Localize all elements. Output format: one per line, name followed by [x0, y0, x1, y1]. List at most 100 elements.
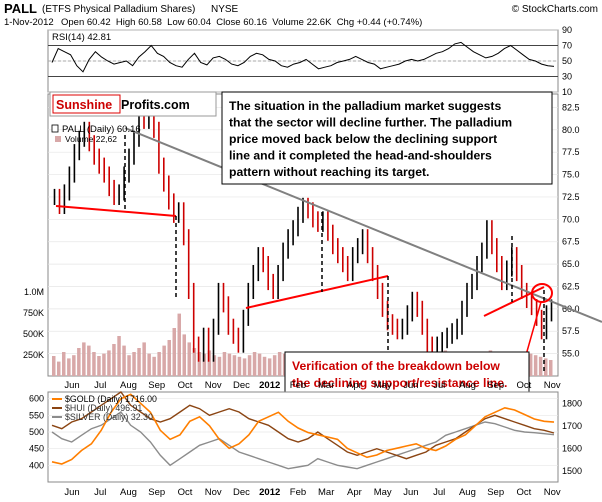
- legend-entry: $HUI (Daily) 496.91: [65, 403, 142, 413]
- x-tick-label: Feb: [290, 380, 306, 391]
- comparison-right-axis: 1800 1700 1600 1500: [562, 398, 582, 476]
- neckline-middle: [245, 275, 389, 309]
- volume-bar: [277, 352, 282, 376]
- volume-bar: [187, 342, 191, 376]
- rsi-title: RSI(14) 42.81: [52, 32, 111, 43]
- volume-bar: [267, 358, 272, 376]
- x-tick-label: Dec: [233, 487, 250, 498]
- volume-bar: [222, 352, 227, 376]
- volume-bar: [544, 358, 548, 376]
- rsi-tick-label: 50: [562, 56, 572, 66]
- x-tick-label: 2012: [259, 380, 280, 391]
- volume-bar: [147, 353, 151, 376]
- rsi-tick-label: 90: [562, 25, 572, 35]
- volume-bar: [152, 356, 156, 376]
- left-tick-label: 500: [29, 427, 44, 437]
- price-tick-label: 82.5: [562, 102, 580, 112]
- analysis-line: line and it completed the head-and-shoul…: [229, 149, 492, 163]
- x-tick-label: Jun: [64, 380, 79, 391]
- silver-line: [51, 411, 555, 470]
- volume-bar: [52, 356, 56, 376]
- rsi-tick-label: 10: [562, 87, 572, 97]
- verification-line: the declining support/resistance line.: [292, 376, 507, 390]
- volume-bar: [62, 352, 66, 376]
- analysis-line: pattern without reaching its target.: [229, 165, 429, 179]
- x-tick-label: Oct: [178, 487, 193, 498]
- brand-sunshine: Sunshine: [56, 98, 112, 112]
- right-tick-label: 1500: [562, 466, 582, 476]
- volume-bar: [212, 355, 217, 376]
- x-tick-label: Jul: [94, 487, 106, 498]
- volume-bar: [132, 352, 136, 376]
- x-tick-label: Sep: [148, 487, 165, 498]
- volume-bar: [217, 356, 222, 376]
- price-tick-label: 70.0: [562, 214, 580, 224]
- price-tick-label: 77.5: [562, 147, 580, 157]
- x-tick-label: Jun: [64, 487, 79, 498]
- brand-highlight: [52, 94, 121, 114]
- left-tick-label: 450: [29, 444, 44, 454]
- volume-legend: Volume 22,62: [65, 134, 117, 144]
- rsi-tick-label: 30: [562, 72, 572, 82]
- neckline-left: [55, 205, 177, 217]
- price-tick-label: 67.5: [562, 237, 580, 247]
- price-tick-label: 72.5: [562, 192, 580, 202]
- x-tick-label: Aug: [459, 487, 476, 498]
- volume-bar: [72, 355, 76, 376]
- breakdown-circle: [531, 283, 553, 303]
- volume-tick-label: 500K: [23, 329, 44, 339]
- hui-line: [51, 391, 555, 460]
- right-tick-label: 1800: [562, 398, 582, 408]
- callout-pointer: [525, 301, 542, 356]
- volume-bar: [167, 340, 171, 376]
- volume-bar: [157, 352, 161, 376]
- x-tick-label: Sep: [148, 380, 165, 391]
- gold-line: [51, 393, 555, 465]
- x-tick-label: Nov: [205, 487, 222, 498]
- comparison-left-axis: 600 550 500 450 400: [29, 394, 44, 471]
- rsi-ticks: 90 70 50 30 10: [562, 25, 572, 97]
- x-tick-label: Oct: [517, 487, 532, 498]
- volume-bar: [252, 352, 257, 376]
- x-tick-label: Jul: [433, 380, 445, 391]
- analysis-text: The situation in the palladium market su…: [229, 99, 512, 179]
- x-tick-label: Mar: [318, 487, 334, 498]
- volume-bar: [67, 358, 71, 376]
- x-tick-label: Aug: [459, 380, 476, 391]
- volume-tick-label: 1.0M: [24, 287, 44, 297]
- x-tick-label: Aug: [120, 380, 137, 391]
- volume-tick-label: 250K: [23, 350, 44, 360]
- verification-text: Verification of the breakdown below the d…: [292, 359, 507, 390]
- brand-profits: Profits.com: [121, 98, 190, 112]
- volume-bar: [112, 344, 116, 376]
- price-bars: [53, 94, 553, 362]
- volume-bar: [182, 334, 186, 376]
- left-tick-label: 600: [29, 394, 44, 404]
- volume-bar: [272, 355, 277, 376]
- price-x-axis: Jun Jul Aug Sep Oct Nov Dec 2012 Feb Mar Apr May Jun…: [64, 380, 561, 391]
- x-tick-label: Jul: [433, 487, 445, 498]
- volume-bar: [538, 356, 543, 376]
- price-tick-label: 57.5: [562, 326, 580, 336]
- volume-bar: [92, 352, 96, 376]
- price-tick-label: 80.0: [562, 125, 580, 135]
- price-legend: PALL (Daily) 60.16: [62, 124, 141, 135]
- watermark: © StockCharts.com: [512, 4, 598, 15]
- volume-bar: [97, 356, 101, 376]
- neckline-right: [483, 286, 545, 317]
- volume-bar: [232, 355, 237, 376]
- price-tick-label: 62.5: [562, 281, 580, 291]
- volume-bar: [533, 355, 538, 376]
- volume-bar: [77, 348, 81, 376]
- ohlc-label: Open 60.42 High 60.58 Low 60.04 Close 60…: [61, 17, 422, 28]
- x-tick-label: Oct: [178, 380, 193, 391]
- volume-bar: [528, 353, 533, 376]
- volume-legend-swatch: [55, 136, 61, 142]
- x-tick-label: 2012: [259, 487, 280, 498]
- volume-bar: [247, 355, 252, 376]
- legend-entry: $GOLD (Daily) 1716.00: [65, 394, 157, 404]
- volume-bar: [207, 350, 212, 376]
- instrument-name: (ETFS Physical Palladium Shares): [42, 4, 195, 15]
- x-tick-label: Sep: [487, 487, 504, 498]
